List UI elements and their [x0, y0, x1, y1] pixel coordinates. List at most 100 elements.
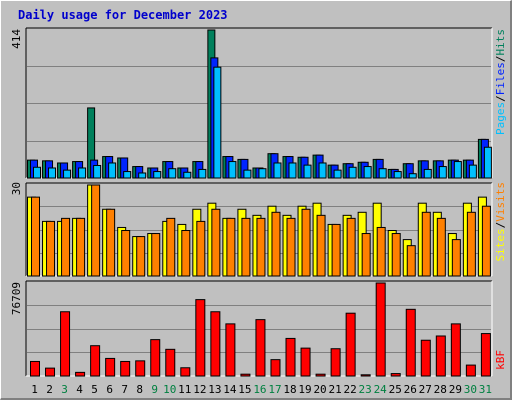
bar-hits-day-18: [288, 162, 297, 179]
bar-sites-day-2: [46, 220, 56, 277]
day-label-7: 7: [121, 383, 128, 396]
bar-kbytes-day-5: [90, 345, 101, 377]
bar-sites-day-10: [166, 217, 176, 277]
bar-kbytes-day-20: [315, 373, 326, 377]
bar-hits-day-29: [453, 161, 462, 179]
bar-hits-day-30: [468, 164, 477, 179]
day-label-9: 9: [151, 383, 158, 396]
day-label-4: 4: [76, 383, 83, 396]
bar-kbytes-day-23: [360, 374, 371, 377]
bar-kbytes-day-10: [165, 348, 176, 377]
day-label-14: 14: [223, 383, 237, 396]
bar-sites-day-14: [226, 217, 236, 277]
bar-kbytes-day-2: [45, 367, 56, 377]
bar-kbytes-day-9: [150, 339, 161, 377]
day-label-22: 22: [344, 383, 357, 396]
bar-sites-day-30: [466, 211, 476, 277]
bar-kbytes-day-31: [480, 333, 491, 377]
day-label-15: 15: [238, 383, 251, 396]
bar-hits-day-25: [393, 171, 402, 179]
bar-hits-day-16: [258, 168, 267, 179]
day-label-31: 31: [479, 383, 492, 396]
day-label-20: 20: [313, 383, 326, 396]
bar-hits-day-14: [228, 161, 237, 179]
bar-kbytes-day-22: [345, 312, 356, 377]
bar-hits-day-1: [33, 166, 41, 179]
legend-pages-files-hits-part: /: [494, 95, 507, 102]
bar-kbytes-day-13: [210, 311, 221, 377]
bar-hits-day-22: [348, 166, 357, 179]
bar-kbytes-day-17: [270, 359, 281, 377]
bar-kbytes-day-1: [30, 360, 40, 377]
day-label-11: 11: [178, 383, 191, 396]
bar-hits-day-20: [318, 162, 327, 179]
bar-hits-day-15: [243, 169, 252, 179]
bar-sites-day-29: [451, 239, 461, 277]
bar-kbytes-day-28: [435, 335, 446, 377]
bar-hits-day-8: [138, 172, 147, 179]
legend-kbytes-part: F: [494, 350, 507, 357]
day-label-17: 17: [268, 383, 281, 396]
day-label-29: 29: [449, 383, 462, 396]
bar-kbytes-day-12: [195, 299, 206, 377]
day-label-19: 19: [298, 383, 311, 396]
bar-sites-day-4: [76, 217, 86, 277]
bar-hits-day-9: [153, 171, 162, 179]
bar-kbytes-day-26: [405, 308, 416, 377]
bar-kbytes-day-24: [375, 282, 386, 377]
y-max-label-panel-2: 30: [10, 182, 23, 195]
bar-hits-day-6: [108, 162, 117, 179]
legend-kbytes-part: kB: [494, 356, 507, 370]
bar-sites-day-12: [196, 220, 206, 277]
day-label-21: 21: [328, 383, 341, 396]
legend-sites-visits-part: /: [494, 222, 507, 229]
bar-kbytes-day-30: [465, 364, 476, 377]
bar-kbytes-day-14: [225, 323, 236, 377]
bar-sites-day-23: [361, 233, 371, 277]
bar-kbytes-day-27: [420, 339, 431, 377]
bar-sites-day-9: [151, 233, 161, 277]
bar-sites-day-18: [286, 217, 296, 277]
bar-sites-day-5: [91, 184, 101, 277]
bar-kbytes-day-7: [120, 360, 131, 377]
day-label-27: 27: [419, 383, 432, 396]
bar-sites-day-7: [121, 230, 131, 277]
day-label-3: 3: [61, 383, 68, 396]
bar-sites-day-24: [376, 226, 386, 277]
bar-sites-day-1: [31, 196, 40, 277]
bar-hits-day-13: [213, 66, 222, 179]
bar-kbytes-day-4: [75, 371, 86, 377]
bar-hits-day-31: [483, 146, 492, 179]
bar-kbytes-day-3: [60, 311, 71, 377]
legend-sites-visits-part: Visits: [494, 182, 507, 222]
bar-hits-day-27: [423, 168, 432, 179]
bar-kbytes-day-25: [390, 373, 401, 377]
day-label-8: 8: [136, 383, 143, 396]
bar-hits-day-28: [438, 166, 447, 179]
bar-sites-day-21: [331, 223, 341, 277]
legend-sites-visits-part: Sites: [494, 228, 507, 261]
bar-kbytes-day-29: [450, 323, 461, 377]
bar-hits-day-10: [168, 168, 177, 179]
day-label-16: 16: [253, 383, 266, 396]
bar-kbytes-day-15: [240, 373, 251, 377]
bar-sites-day-8: [136, 236, 146, 277]
day-label-2: 2: [46, 383, 53, 396]
bar-sites-day-6: [106, 208, 116, 277]
bar-sites-day-26: [406, 245, 416, 277]
day-label-18: 18: [283, 383, 296, 396]
day-label-30: 30: [464, 383, 477, 396]
bar-sites-day-25: [391, 233, 401, 277]
bar-sites-day-13: [211, 208, 221, 277]
bar-kbytes-day-19: [300, 347, 311, 377]
bar-sites-day-28: [436, 217, 446, 277]
day-label-12: 12: [193, 383, 206, 396]
day-label-28: 28: [434, 383, 447, 396]
bar-sites-day-3: [61, 217, 71, 277]
bar-sites-day-27: [421, 211, 431, 277]
day-label-26: 26: [404, 383, 417, 396]
bar-sites-day-22: [346, 217, 356, 277]
day-label-24: 24: [374, 383, 388, 396]
bar-hits-day-3: [63, 169, 72, 179]
